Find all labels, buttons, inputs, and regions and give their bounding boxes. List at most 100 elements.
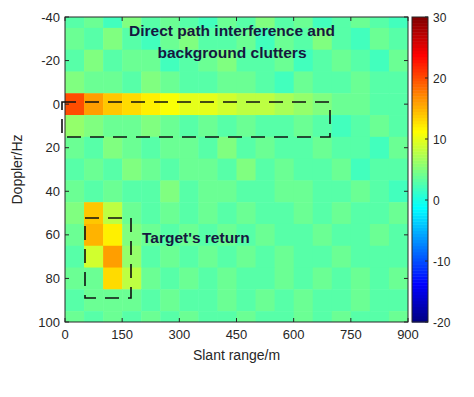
heatmap-cell [370,71,390,93]
x-tick-label: 450 [226,327,248,342]
annotation-box [85,218,131,298]
heatmap-cell [141,289,161,311]
colorbar-step [412,127,428,131]
heatmap-cell [122,246,142,268]
heatmap-cell [160,202,180,224]
heatmap-cell [351,268,371,290]
heatmap-cell [237,180,257,202]
heatmap-cell [179,115,199,137]
colorbar-step [412,124,428,128]
annotation-text: background clutters [158,44,307,61]
heatmap-cell [65,50,85,72]
heatmap-cell [84,289,104,311]
heatmap-cell [141,93,161,115]
heatmap-cell [294,289,314,311]
heatmap-cell [389,202,408,224]
colorbar-step [412,118,428,122]
colorbar-step [412,176,428,180]
heatmap-cell [294,93,314,115]
heatmap-cell [84,137,104,159]
heatmap-cell [332,93,352,115]
heatmap-cell [370,311,390,322]
heatmap-cell [103,137,123,159]
heatmap-cell [237,202,257,224]
heatmap-cell [294,311,314,322]
heatmap-cell [217,159,237,181]
y-axis-label: Doppler/Hz [9,134,25,204]
heatmap-cell [179,246,199,268]
heatmap-cell [237,268,257,290]
heatmap-cell [179,202,199,224]
heatmap-cell [313,159,333,181]
heatmap-cell [294,246,314,268]
heatmap-cell [160,268,180,290]
colorbar-step [412,44,428,48]
y-tick [65,60,69,61]
heatmap-cell [179,289,199,311]
heatmap-cell [141,180,161,202]
heatmap-cell [84,115,104,137]
x-tick [408,318,409,322]
y-tick [65,278,69,279]
heatmap-cell [84,224,104,246]
heatmap-cell [103,159,123,181]
heatmap-cell [198,137,218,159]
heatmap-cell [103,289,123,311]
x-tick-label: 900 [397,327,419,342]
colorbar-step [412,136,428,140]
heatmap-cell [275,311,295,322]
y-tick [404,278,408,279]
heatmap-cell [275,268,295,290]
colorbar-step [412,231,428,235]
heatmap-cell [122,71,142,93]
heatmap-cell [198,202,218,224]
colorbar-step [412,163,428,167]
heatmap-cell [84,268,104,290]
heatmap-cell [141,268,161,290]
heatmap-cell [198,268,218,290]
x-tick [122,17,123,21]
heatmap-cell [351,159,371,181]
heatmap-cell [294,202,314,224]
heatmap-cell [332,246,352,268]
colorbar-step [412,292,428,296]
colorbar-step [412,112,428,116]
colorbar-step [412,298,428,302]
heatmap-cell [332,71,352,93]
colorbar-tick [425,78,428,79]
heatmap-cell [275,115,295,137]
heatmap-cell [351,246,371,268]
heatmap-cell [84,71,104,93]
colorbar-step [412,313,428,317]
heatmap-cell [313,311,333,322]
heatmap-cell [370,289,390,311]
colorbar-step [412,270,428,274]
heatmap-cell [389,93,408,115]
y-tick [404,322,408,323]
x-tick [179,17,180,21]
heatmap-cell [103,28,123,50]
heatmap-cell [141,115,161,137]
heatmap-cell [122,159,142,181]
heatmap-cell [351,137,371,159]
heatmap-cell [237,246,257,268]
heatmap-cell [332,202,352,224]
heatmap-cell [313,289,333,311]
heatmap-cell [313,202,333,224]
heatmap-cell [65,71,85,93]
colorbar-step [412,173,428,177]
heatmap-cell [103,93,123,115]
heatmap-cell [332,50,352,72]
heatmap-cell [351,224,371,246]
heatmap-cell [217,93,237,115]
y-tick [404,234,408,235]
heatmap-cell [370,17,390,28]
colorbar-step [412,221,428,225]
heatmap-cell [313,50,333,72]
heatmap-cell [256,202,276,224]
colorbar-step [412,96,428,100]
y-tick-label: 20 [46,140,60,155]
colorbar-step [412,224,428,228]
heatmap-cell [237,93,257,115]
colorbar-tick-label: 0 [433,194,440,208]
